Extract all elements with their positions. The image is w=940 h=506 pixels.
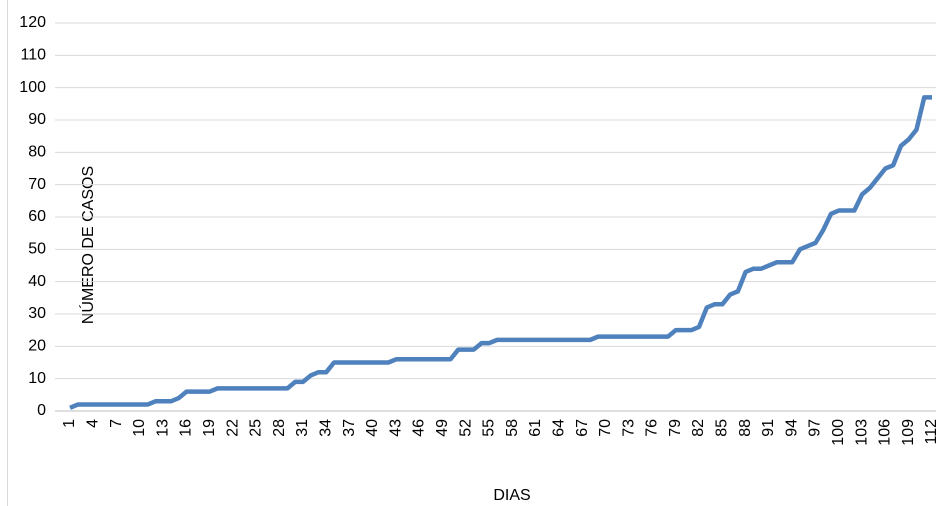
x-tick-label: 64: [550, 419, 567, 437]
x-tick-label: 37: [341, 419, 358, 437]
y-tick-label: 60: [28, 208, 46, 225]
x-tick-label: 7: [108, 419, 125, 428]
y-axis-title: NÚMERO DE CASOS: [78, 166, 97, 324]
x-tick-label: 112: [923, 419, 940, 445]
y-tick-label: 80: [28, 144, 46, 161]
x-tick-label: 19: [201, 419, 218, 437]
y-tick-label: 50: [28, 241, 46, 258]
x-tick-label: 46: [411, 419, 428, 437]
x-tick-label: 82: [690, 419, 707, 437]
x-tick-label: 4: [85, 419, 102, 428]
x-tick-label: 76: [644, 419, 661, 437]
y-tick-label: 30: [28, 305, 46, 322]
x-tick-label: 1: [61, 419, 78, 428]
y-tick-label: 70: [28, 176, 46, 193]
y-tick-label: 120: [19, 14, 46, 31]
x-tick-label: 40: [364, 419, 381, 437]
x-tick-label: 73: [620, 419, 637, 437]
x-tick-label: 61: [527, 419, 544, 437]
y-tick-label: 100: [19, 79, 46, 96]
x-tick-label: 85: [714, 419, 731, 437]
x-tick-label: 31: [294, 419, 311, 437]
x-tick-label: 10: [131, 419, 148, 437]
x-tick-label: 100: [830, 419, 847, 446]
x-tick-label: 67: [574, 419, 591, 437]
x-tick-label: 91: [760, 419, 777, 437]
x-tick-label: 106: [877, 419, 894, 446]
y-tick-label: 0: [37, 402, 46, 419]
x-tick-label: 28: [271, 419, 288, 437]
x-tick-label: 25: [248, 419, 265, 437]
x-tick-label: 49: [434, 419, 451, 437]
y-tick-label: 40: [28, 273, 46, 290]
x-tick-label: 97: [807, 419, 824, 437]
x-tick-label: 13: [154, 419, 171, 437]
x-tick-label: 34: [317, 419, 334, 437]
y-tick-label: 10: [28, 370, 46, 387]
x-tick-label: 103: [853, 419, 870, 446]
x-tick-label: 58: [504, 419, 521, 437]
x-tick-label: 43: [387, 419, 404, 437]
y-tick-label: 20: [28, 338, 46, 355]
x-axis-title: DIAS: [493, 487, 530, 504]
x-tick-label: 16: [178, 419, 195, 437]
x-tick-label: 55: [481, 419, 498, 437]
x-tick-label: 88: [737, 419, 754, 437]
x-tick-label: 109: [900, 419, 917, 446]
x-tick-label: 70: [597, 419, 614, 437]
x-tick-label: 94: [783, 419, 800, 437]
x-tick-label: 79: [667, 419, 684, 437]
x-tick-label: 52: [457, 419, 474, 437]
y-tick-label: 90: [28, 111, 46, 128]
data-line: [69, 95, 932, 410]
x-tick-label: 22: [224, 419, 241, 437]
y-tick-label: 110: [20, 47, 46, 64]
